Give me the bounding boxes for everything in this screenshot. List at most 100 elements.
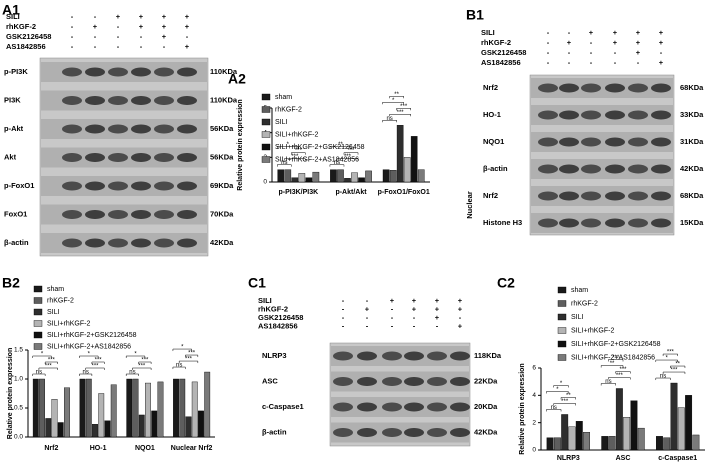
bar: [157, 381, 164, 438]
band-kda: 15KDa: [680, 218, 704, 227]
band-kda: 56KDa: [210, 152, 234, 161]
significance-bracket: [389, 114, 411, 117]
x-tick-label: p-PI3K/PI3K: [278, 189, 318, 196]
condition-label: rhKGF-2: [258, 304, 288, 313]
condition-sign: -: [71, 32, 74, 41]
significance-bracket: [291, 152, 306, 155]
significance-label: ***: [295, 148, 303, 154]
band: [108, 153, 128, 162]
significance-bracket: [32, 355, 52, 358]
bar: [561, 414, 569, 451]
x-tick-label: NLRP3: [557, 455, 580, 462]
legend-swatch: [261, 131, 271, 138]
significance-label: *: [134, 352, 137, 358]
condition-sign: +: [435, 304, 440, 313]
significance-bracket: [382, 102, 404, 105]
band: [177, 67, 197, 77]
significance-bracket: [389, 96, 404, 99]
x-tick-label: HO-1: [90, 445, 107, 452]
significance-label: ***: [561, 399, 569, 405]
significance-bracket: [44, 361, 58, 364]
condition-sign: +: [659, 58, 664, 67]
bar: [138, 414, 145, 438]
significance-bracket: [125, 373, 139, 376]
significance-label: ns: [36, 370, 42, 376]
significance-bracket: [560, 397, 576, 400]
band-kda: 33KDa: [680, 110, 704, 119]
bar: [410, 136, 418, 183]
significance-label: ***: [667, 350, 675, 356]
band: [538, 83, 558, 93]
band: [404, 351, 424, 361]
bar: [670, 382, 678, 451]
bar: [351, 172, 358, 183]
legend-swatch: [33, 320, 43, 327]
band: [154, 96, 174, 105]
band: [108, 124, 128, 134]
band-label: NLRP3: [262, 351, 287, 360]
band-kda: 42KDa: [474, 427, 498, 436]
band: [559, 137, 579, 147]
bar: [623, 417, 631, 451]
band-kda: 110KDa: [210, 95, 238, 104]
condition-label: GSK2126458: [481, 48, 526, 57]
significance-bracket: [132, 367, 152, 370]
condition-label: GSK2126458: [258, 313, 303, 322]
legend-label: SILI+rhKGF-2: [47, 320, 90, 327]
legend-swatch: [557, 286, 567, 294]
condition-sign: +: [636, 48, 641, 57]
significance-bracket: [79, 355, 99, 358]
band: [62, 181, 82, 191]
y-tick-label: 0: [263, 179, 267, 186]
band: [85, 181, 105, 191]
significance-bracket: [615, 371, 631, 374]
band: [581, 83, 601, 93]
band-kda: 70KDa: [210, 209, 234, 218]
band-label: p-Akt: [4, 124, 24, 133]
bar: [45, 418, 52, 438]
legend-swatch: [557, 300, 567, 307]
condition-label: AS1842856: [481, 58, 521, 67]
condition-sign: -: [94, 12, 97, 21]
legend-swatch: [261, 106, 271, 113]
band: [581, 137, 601, 147]
significance-bracket: [600, 365, 624, 368]
condition-sign: +: [93, 22, 98, 31]
condition-sign: +: [185, 12, 190, 21]
bar: [126, 378, 133, 438]
bar: [198, 410, 204, 438]
significance-bracket: [608, 359, 624, 362]
bar: [677, 407, 685, 451]
condition-sign: -: [342, 296, 345, 305]
condition-sign: -: [590, 38, 593, 47]
bar: [575, 421, 583, 451]
legend-swatch: [33, 343, 43, 350]
y-tick-label: 1.0: [14, 376, 23, 383]
condition-sign: -: [413, 321, 416, 330]
band: [605, 191, 625, 201]
condition-sign: -: [366, 313, 369, 322]
condition-sign: -: [140, 42, 143, 51]
band-kda: 110KDa: [210, 67, 238, 76]
legend-label: sham: [47, 286, 64, 293]
bar: [173, 378, 179, 438]
condition-sign: +: [613, 38, 618, 47]
band: [605, 110, 625, 120]
significance-label: *: [88, 352, 91, 358]
condition-sign: +: [162, 22, 167, 31]
band: [357, 351, 377, 361]
x-tick-label: ASC: [616, 455, 631, 462]
condition-label: SILI: [481, 28, 495, 37]
condition-label: SILI: [6, 12, 20, 21]
band-label: Histone H3: [483, 218, 522, 227]
condition-sign: -: [366, 296, 369, 305]
blot-frame: [529, 74, 675, 236]
band-label: p-FoxO1: [4, 181, 34, 190]
condition-label: AS1842856: [258, 321, 298, 330]
band: [177, 124, 197, 134]
band: [85, 124, 105, 134]
band: [62, 124, 82, 134]
significance-label: ns: [334, 160, 340, 166]
y-axis-label: Relative protein expression: [7, 348, 14, 439]
band: [605, 137, 625, 147]
